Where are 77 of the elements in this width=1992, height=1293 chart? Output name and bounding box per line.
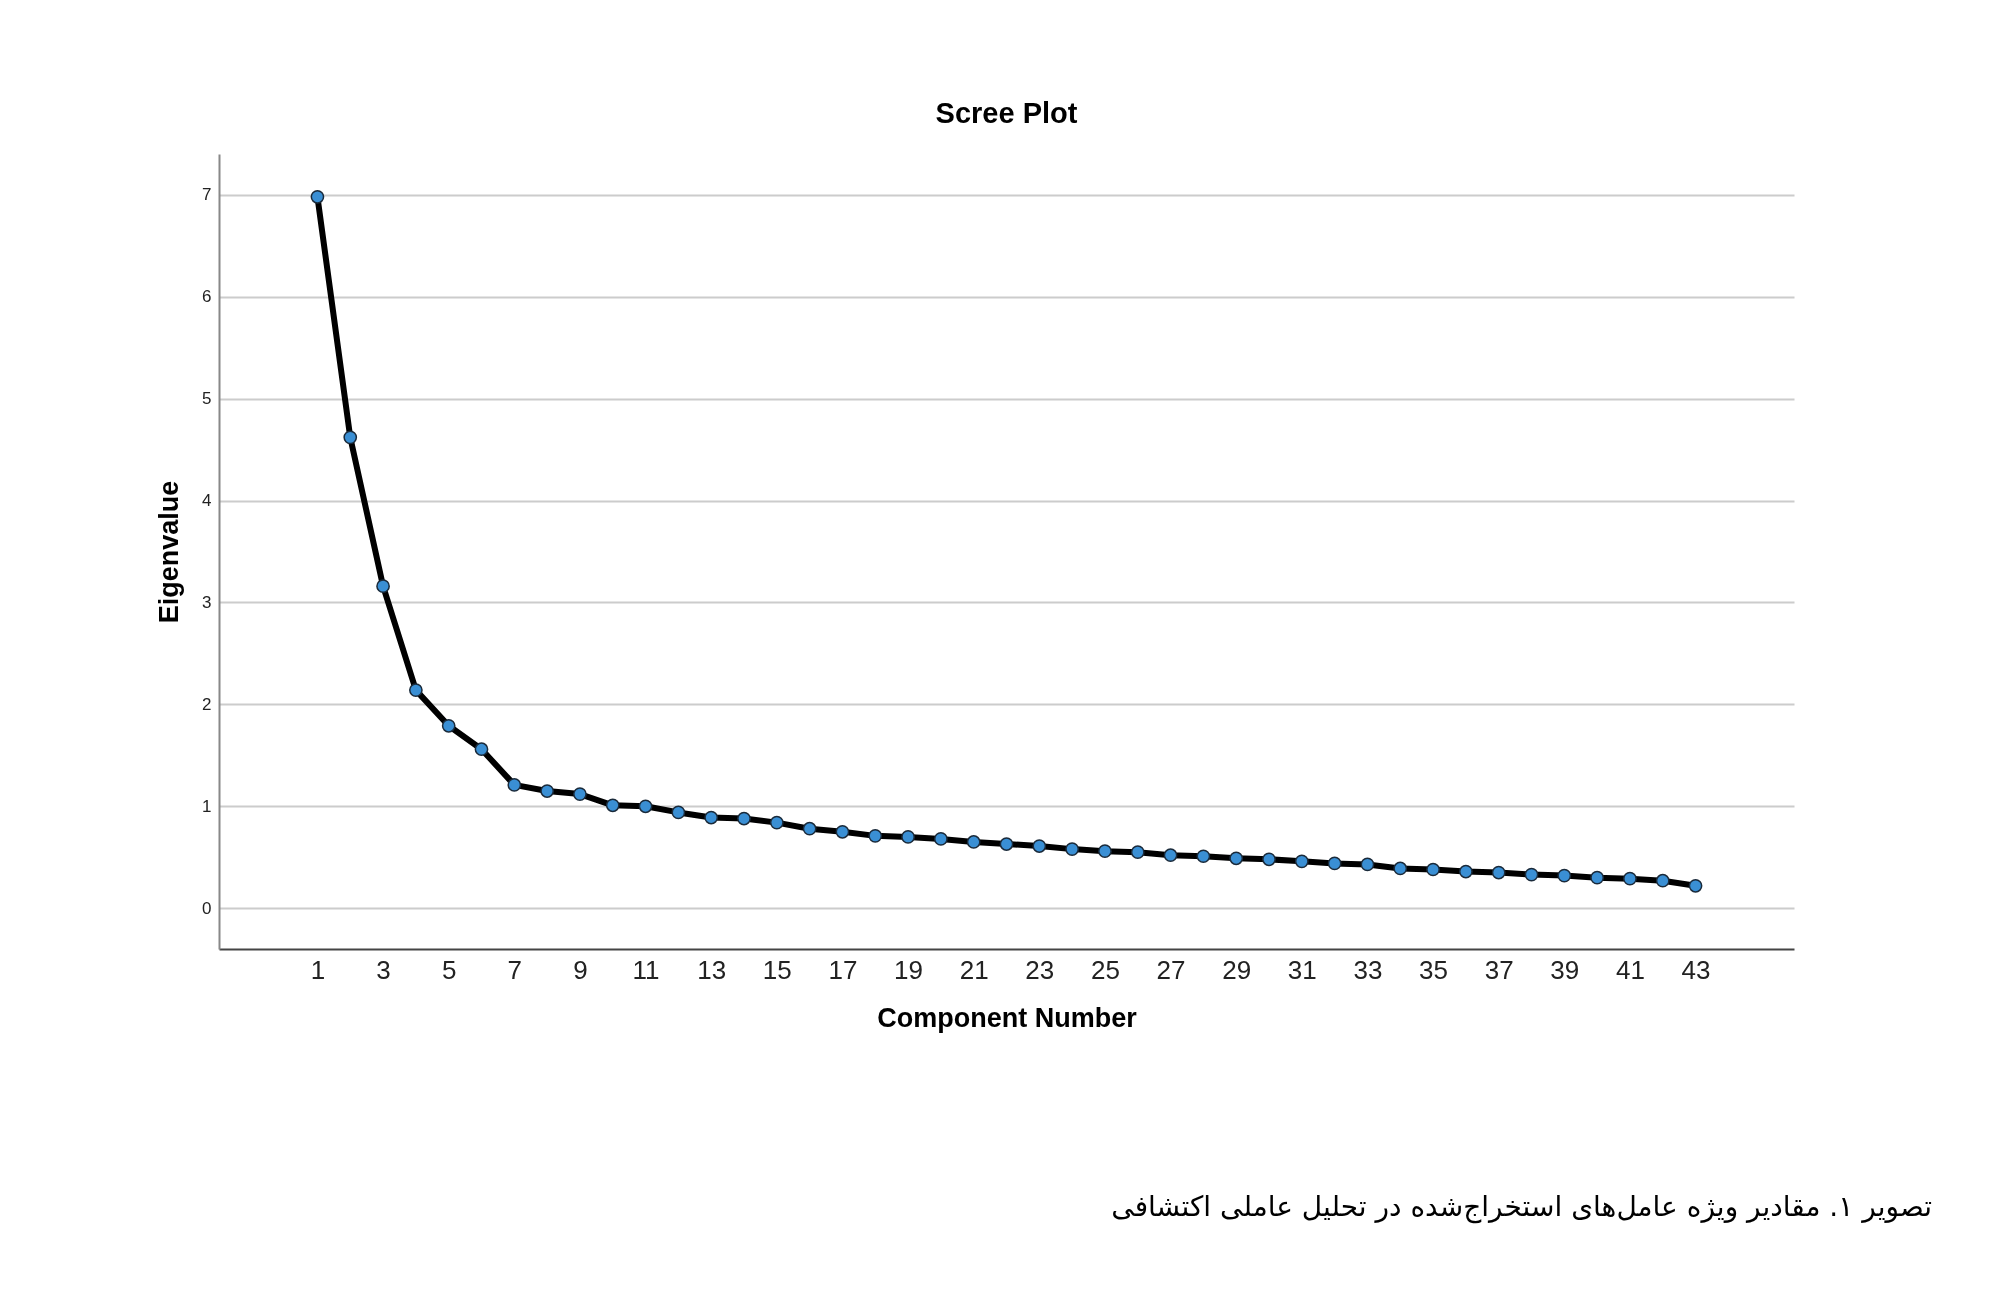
point (1557, 868, 1572, 883)
x-tick-label: 15 (762, 954, 792, 985)
point (1459, 864, 1473, 879)
point (1524, 867, 1539, 882)
y-axis-title: Eigenvalue (154, 480, 185, 624)
x-tick-label: 39 (1550, 954, 1580, 985)
point (802, 821, 817, 836)
point (1327, 856, 1342, 871)
point (1065, 842, 1079, 856)
point (671, 805, 686, 820)
x-tick-label: 11 (632, 954, 660, 985)
x-tick-label: 35 (1419, 954, 1449, 985)
point (1229, 851, 1244, 866)
x-tick-label: 5 (441, 954, 457, 985)
y-tick-label: 4 (202, 491, 212, 511)
point (1163, 848, 1178, 863)
y-tick-label: 2 (202, 694, 212, 714)
point (540, 784, 554, 798)
x-axis-title: Component Number (877, 1002, 1138, 1033)
x-tick-label: 37 (1484, 954, 1514, 985)
text: تصویر ۱. مقادیر ویژه عامل‌های استخراج‌شده در تحلیل عاملی اکتشافی (1111, 1190, 1932, 1223)
point (868, 829, 883, 843)
x-tick-label: 21 (959, 954, 989, 985)
point (934, 832, 948, 846)
point (638, 799, 653, 814)
point (966, 835, 981, 849)
point (1032, 839, 1047, 853)
x-tick-label: 27 (1156, 954, 1186, 985)
point (605, 798, 620, 813)
x-tick-label: 17 (828, 954, 858, 985)
point (376, 579, 390, 594)
point (704, 810, 719, 825)
point (474, 742, 489, 757)
point (409, 683, 423, 697)
y-tick-label: 6 (202, 287, 212, 307)
x-tick-label: 31 (1287, 954, 1317, 985)
point (1426, 862, 1440, 877)
chart-title: Scree Plot (935, 97, 1078, 129)
point (507, 778, 522, 792)
x-tick-label: 19 (894, 954, 924, 985)
x-tick-label: 9 (573, 954, 588, 985)
point (1655, 873, 1670, 888)
x-tick-label: 43 (1681, 954, 1711, 985)
point (1130, 845, 1145, 860)
point (737, 811, 751, 826)
point (1393, 861, 1408, 876)
point (1294, 854, 1309, 869)
x-tick-label: 41 (1615, 954, 1645, 985)
point (901, 830, 915, 844)
point (343, 430, 358, 445)
point (310, 189, 325, 204)
y-tick-label: 5 (202, 389, 212, 409)
point (1491, 865, 1506, 880)
x-tick-label: 33 (1353, 954, 1383, 985)
x-tick-label: 23 (1025, 954, 1055, 985)
point (1688, 878, 1703, 893)
point (999, 837, 1014, 851)
point (1623, 871, 1637, 886)
y-tick-label: 0 (202, 898, 212, 918)
x-tick-label: 25 (1090, 954, 1120, 985)
point (835, 824, 850, 839)
x-tick-label: 7 (507, 954, 523, 985)
y-tick-label: 7 (202, 185, 212, 205)
x-tick-label: 3 (376, 954, 391, 985)
point (769, 815, 784, 830)
y-tick-label: 3 (202, 592, 212, 612)
y-tick-label: 1 (202, 796, 212, 816)
point (441, 718, 456, 733)
point (1360, 857, 1375, 872)
point (1262, 852, 1276, 867)
x-tick-label: 29 (1222, 954, 1252, 985)
x-tick-label: 1 (310, 954, 326, 985)
point (1196, 849, 1211, 864)
point (573, 787, 587, 801)
x-tick-label: 13 (697, 954, 727, 985)
point (1590, 870, 1604, 885)
point (1098, 844, 1112, 859)
